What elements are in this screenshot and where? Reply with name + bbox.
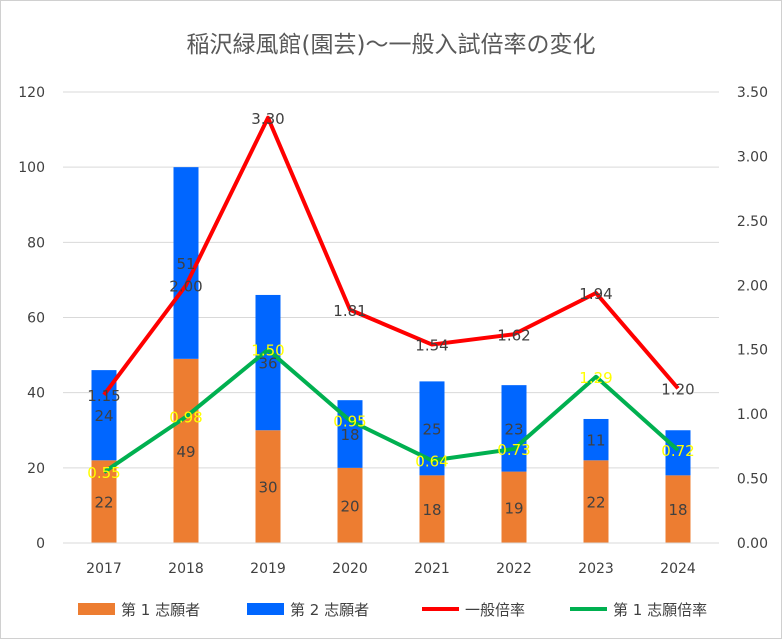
x-axis-tick-label: 2021	[414, 561, 450, 577]
x-axis-tick-label: 2024	[660, 561, 696, 577]
bar	[583, 418, 609, 461]
line-data-label: 1.50	[251, 342, 284, 360]
bar-data-label: 11	[586, 432, 605, 450]
legend-label: 第 1 志願倍率	[613, 601, 707, 619]
bar	[665, 475, 691, 543]
x-axis-tick-label: 2019	[250, 561, 286, 577]
y-axis-tick-label: 0	[36, 536, 45, 552]
y2-axis-tick-label: 2.00	[737, 278, 768, 294]
legend-swatch	[78, 603, 115, 615]
series-line	[102, 115, 680, 397]
y2-axis-tick-label: 2.50	[737, 214, 768, 230]
bar-data-label: 25	[422, 420, 441, 438]
bar	[91, 460, 117, 543]
bar	[173, 167, 199, 359]
bar-data-label: 49	[176, 443, 195, 461]
legend-label: 第 1 志願者	[121, 601, 200, 619]
y-axis-tick-label: 120	[18, 85, 45, 101]
line-data-label: 0.55	[87, 464, 120, 482]
line-data-label: 0.73	[497, 441, 530, 459]
x-axis-tick-label: 2017	[86, 561, 122, 577]
bar	[583, 460, 609, 543]
y-axis-tick-label: 60	[27, 311, 45, 327]
bar-data-label: 22	[94, 494, 113, 512]
legend-label: 一般倍率	[465, 601, 525, 619]
line-data-label: 2.00	[169, 277, 202, 295]
line-data-label: 1.15	[87, 387, 120, 405]
line-data-label: 0.64	[415, 453, 448, 471]
bar-data-label: 30	[258, 479, 277, 497]
line-data-label: 1.20	[661, 380, 694, 398]
bar	[419, 475, 445, 543]
line-data-label: 0.98	[169, 409, 202, 427]
y-axis-tick-label: 20	[27, 461, 45, 477]
y2-axis-tick-label: 1.50	[737, 343, 768, 359]
bar-data-label: 51	[176, 255, 195, 273]
y-axis-tick-label: 40	[27, 386, 45, 402]
bar	[337, 467, 363, 543]
legend-swatch	[247, 603, 284, 615]
x-axis-tick-label: 2022	[496, 561, 532, 577]
line-data-label: 1.81	[333, 302, 366, 320]
y2-axis-tick-label: 3.50	[737, 85, 768, 101]
bar-data-label: 23	[504, 420, 523, 438]
bar-data-label: 19	[504, 499, 523, 517]
line-data-label: 1.29	[579, 369, 612, 387]
y-axis-tick-label: 100	[18, 160, 45, 176]
bar-data-label: 22	[586, 494, 605, 512]
line-data-label: 3.30	[251, 110, 284, 128]
y-axis-tick-label: 80	[27, 235, 45, 251]
line-data-label: 1.94	[579, 285, 612, 303]
bar-data-label: 24	[94, 407, 113, 425]
bar-data-label: 18	[422, 501, 441, 519]
bar-data-label: 18	[340, 426, 359, 444]
bar	[255, 294, 281, 431]
bar-data-label: 18	[668, 501, 687, 519]
line-data-label: 1.54	[415, 337, 448, 355]
y2-axis-tick-label: 0.50	[737, 472, 768, 488]
x-axis-tick-label: 2018	[168, 561, 204, 577]
chart-title: 稲沢緑風館(園芸)～一般入試倍率の変化	[187, 32, 596, 58]
bar	[255, 430, 281, 543]
y2-axis-tick-label: 0.00	[737, 536, 768, 552]
x-axis-tick-label: 2023	[578, 561, 614, 577]
bar	[173, 358, 199, 543]
bar-data-label: 20	[340, 497, 359, 515]
line-data-label: 0.72	[661, 442, 694, 460]
bar	[665, 430, 691, 476]
y2-axis-tick-label: 1.00	[737, 407, 768, 423]
y2-axis-tick-label: 3.00	[737, 149, 768, 165]
bar	[501, 471, 527, 543]
bar-data-label: 36	[258, 355, 277, 373]
line-data-label: 0.95	[333, 413, 366, 431]
line-data-label: 1.62	[497, 326, 530, 344]
legend-label: 第 2 志願者	[290, 601, 369, 619]
bar	[501, 385, 527, 472]
series-line	[102, 347, 680, 474]
x-axis-tick-label: 2020	[332, 561, 368, 577]
